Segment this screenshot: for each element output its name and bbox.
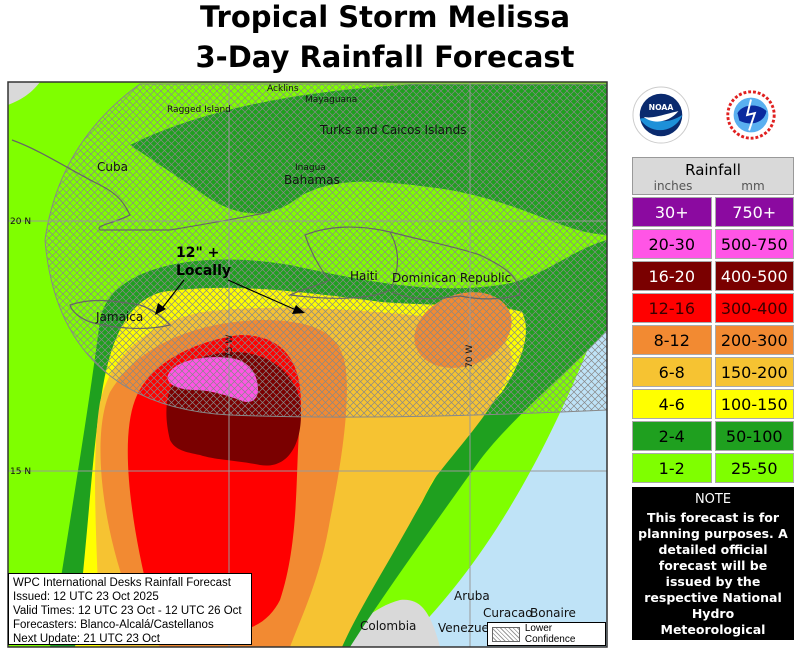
annotation-arrow-haiti bbox=[227, 279, 297, 311]
legend-row: 12-16 300-400 bbox=[632, 293, 794, 323]
rainfall-legend: Rainfall inches mm 30+ 750+ 20-30 500-750 16-… bbox=[632, 157, 794, 483]
note-heading: NOTE bbox=[694, 492, 732, 507]
legend-cell-in: 12-16 bbox=[632, 293, 712, 323]
legend-unit-mm: mm bbox=[741, 179, 765, 193]
grid-label-75w: 75 W bbox=[225, 335, 235, 358]
legend-row: 16-20 400-500 bbox=[632, 261, 794, 291]
legend-row: 4-6 100-150 bbox=[632, 389, 794, 419]
place-bahamas: Bahamas bbox=[284, 173, 340, 187]
legend-cell-in: 4-6 bbox=[632, 389, 712, 419]
place-bonaire: Bonaire bbox=[530, 606, 576, 620]
legend-cell-in: 8-12 bbox=[632, 325, 712, 355]
grid-label-20n: 20 N bbox=[10, 217, 31, 227]
lower-confidence-legend: Lower Confidence bbox=[487, 622, 606, 646]
legend-cell-mm: 400-500 bbox=[714, 261, 794, 291]
legend-title: Rainfall bbox=[685, 161, 741, 179]
map-frame bbox=[7, 81, 608, 648]
place-colombia: Colombia bbox=[360, 619, 416, 633]
legend-row: 20-30 500-750 bbox=[632, 229, 794, 259]
legend-row: 30+ 750+ bbox=[632, 197, 794, 227]
place-aruba: Aruba bbox=[454, 589, 490, 603]
place-curacao: Curacao bbox=[483, 606, 533, 620]
place-venezuela: Venezuela bbox=[438, 621, 500, 635]
info-valid-times: Valid Times: 12 UTC 23 Oct - 12 UTC 26 O… bbox=[13, 605, 242, 617]
legend-row: 1-2 25-50 bbox=[632, 453, 794, 483]
annotation-line-1: 12" + bbox=[176, 245, 219, 261]
land-florida bbox=[8, 82, 40, 105]
title-line-1: Tropical Storm Melissa bbox=[199, 0, 571, 34]
lower-confidence-label: Lower Confidence bbox=[524, 623, 576, 645]
info-issued: Issued: 12 UTC 23 Oct 2025 bbox=[13, 591, 159, 603]
arrowhead-icon bbox=[292, 305, 305, 314]
note-text: This forecast is for planning purposes. … bbox=[638, 510, 788, 653]
place-ragged-island: Ragged Island bbox=[167, 105, 231, 115]
info-next-update: Next Update: 21 UTC 23 Oct bbox=[13, 633, 161, 645]
legend-cell-mm: 150-200 bbox=[714, 357, 794, 387]
legend-cell-mm: 500-750 bbox=[714, 229, 794, 259]
place-dominican-republic: Dominican Republic bbox=[392, 271, 511, 285]
legend-unit-inches: inches bbox=[653, 179, 693, 193]
legend-cell-mm: 50-100 bbox=[714, 421, 794, 451]
grid-label-70w: 70 W bbox=[465, 345, 475, 368]
coastlines bbox=[11, 139, 521, 330]
place-cuba: Cuba bbox=[97, 160, 128, 174]
legend-row: 2-4 50-100 bbox=[632, 421, 794, 451]
place-haiti: Haiti bbox=[350, 269, 378, 283]
legend-cell-mm: 200-300 bbox=[714, 325, 794, 355]
note-box: NOTE This forecast is for planning purpo… bbox=[632, 487, 794, 653]
arrowhead-icon bbox=[155, 303, 166, 315]
info-forecasters: Forecasters: Blanco-Alcalá/Castellanos bbox=[13, 619, 214, 631]
info-title: WPC International Desks Rainfall Forecas… bbox=[13, 577, 231, 589]
svg-text:NOAA: NOAA bbox=[649, 103, 674, 112]
legend-cell-in: 6-8 bbox=[632, 357, 712, 387]
forecast-info-box: WPC International Desks Rainfall Forecas… bbox=[8, 573, 252, 645]
legend-row: 8-12 200-300 bbox=[632, 325, 794, 355]
grid-label-15n: 15 N bbox=[10, 467, 31, 477]
legend-cell-mm: 25-50 bbox=[714, 453, 794, 483]
ocean-area bbox=[400, 300, 607, 647]
place-mayaguana: Mayaguana bbox=[305, 95, 357, 105]
legend-cell-mm: 300-400 bbox=[714, 293, 794, 323]
place-jamaica: Jamaica bbox=[95, 310, 143, 324]
legend-cell-in: 30+ bbox=[632, 197, 712, 227]
place-acklins: Acklins bbox=[267, 84, 299, 94]
legend-cell-mm: 100-150 bbox=[714, 389, 794, 419]
nws-logo-icon bbox=[722, 86, 780, 144]
place-turks-caicos: Turks and Caicos Islands bbox=[319, 123, 466, 137]
title-line-2: 3-Day Rainfall Forecast bbox=[195, 40, 575, 74]
legend-cell-in: 20-30 bbox=[632, 229, 712, 259]
legend-row: 6-8 150-200 bbox=[632, 357, 794, 387]
legend-cell-mm: 750+ bbox=[714, 197, 794, 227]
annotation-line-2: Locally bbox=[176, 263, 231, 279]
hatch-swatch-icon bbox=[492, 626, 520, 642]
annotation-arrow-jamaica bbox=[159, 279, 185, 312]
place-inagua: Inagua bbox=[295, 163, 326, 173]
legend-cell-in: 1-2 bbox=[632, 453, 712, 483]
legend-cell-in: 2-4 bbox=[632, 421, 712, 451]
lower-confidence-area bbox=[44, 83, 607, 418]
legend-cell-in: 16-20 bbox=[632, 261, 712, 291]
noaa-logo-icon: NOAA bbox=[632, 86, 690, 144]
